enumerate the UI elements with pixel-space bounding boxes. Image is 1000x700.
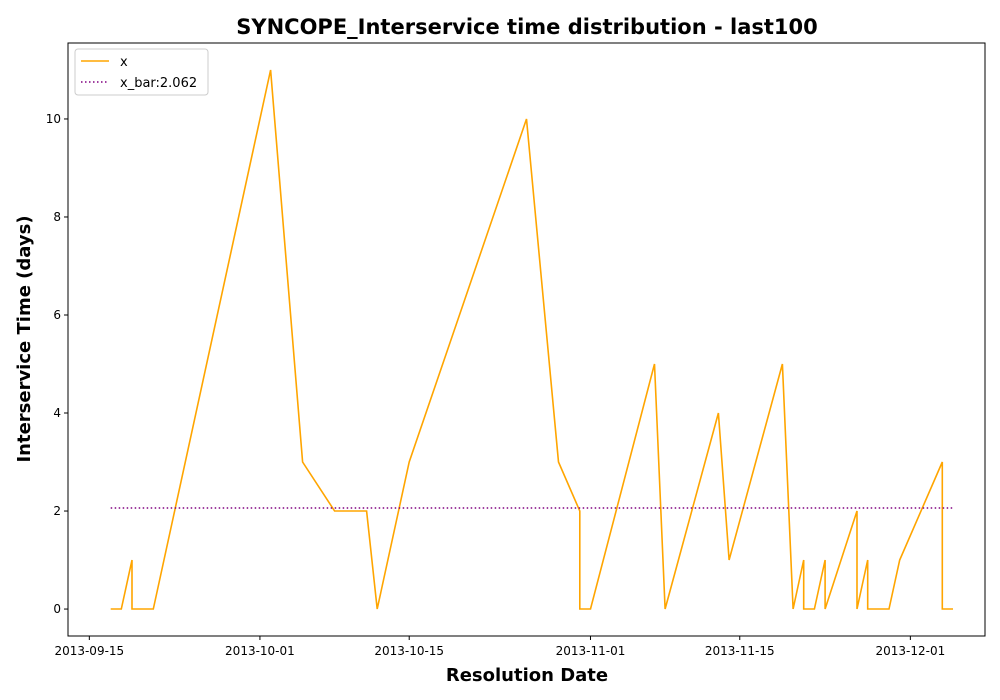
x-tick-label: 2013-10-15: [374, 644, 444, 658]
legend-label-1: x: [120, 55, 128, 70]
x-tick-label: 2013-09-15: [54, 644, 124, 658]
x-tick-label: 2013-10-01: [225, 644, 295, 658]
x-tick-label: 2013-11-01: [556, 644, 626, 658]
y-tick-label: 10: [46, 112, 61, 126]
y-tick-label: 2: [53, 504, 61, 518]
series-line-1: [110, 69, 953, 610]
legend-label-2: x_bar:2.062: [120, 76, 197, 91]
series-layer: [110, 69, 953, 610]
legend: x x_bar:2.062: [74, 48, 209, 96]
x-tick-label: 2013-12-01: [875, 644, 945, 658]
x-axis: 2013-09-15 2013-10-01 2013-10-15 2013-11-01…: [54, 636, 945, 658]
y-tick-label: 4: [53, 406, 61, 420]
chart-title: SYNCOPE_Interservice time distribution -…: [236, 15, 817, 39]
y-axis-label: Interservice Time (days): [14, 215, 35, 462]
x-axis-label: Resolution Date: [446, 665, 608, 686]
y-tick-label: 6: [53, 308, 61, 322]
x-tick-label: 2013-11-15: [705, 644, 775, 658]
plot-area: [67, 42, 986, 637]
y-tick-label: 0: [53, 602, 61, 616]
y-tick-label: 8: [53, 210, 61, 224]
y-axis: 0 2 4 6 8 10: [46, 112, 68, 616]
